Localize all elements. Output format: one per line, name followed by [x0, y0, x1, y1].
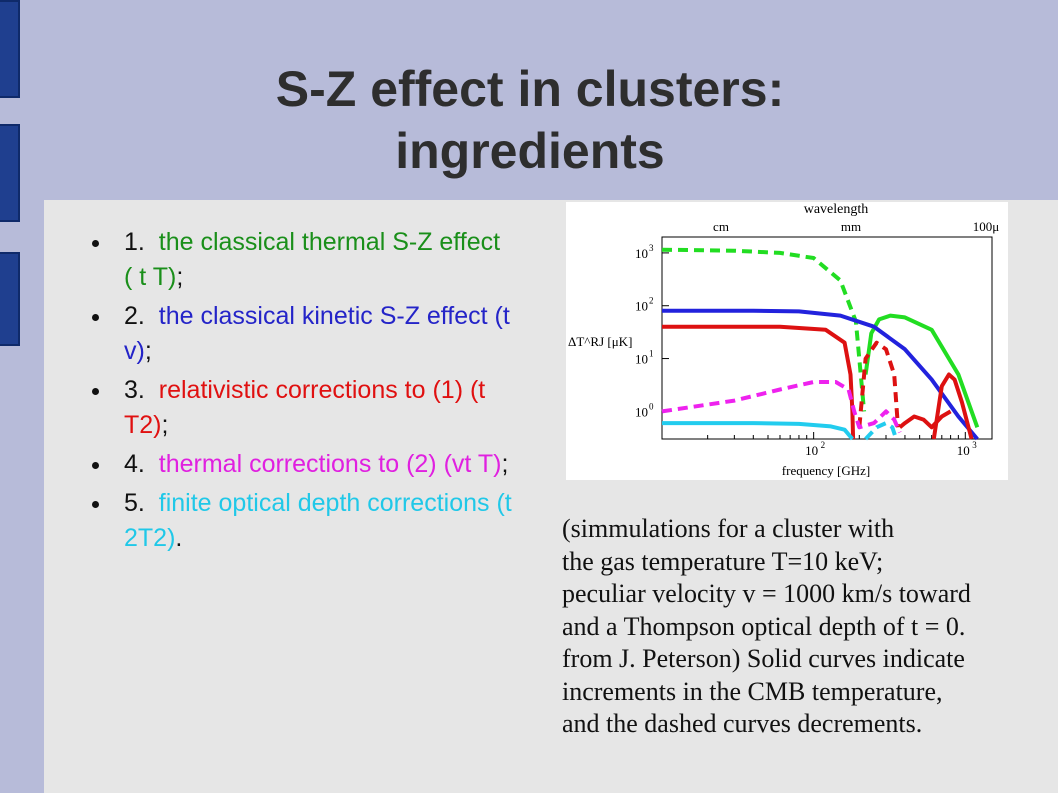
top-tick-label: cm	[713, 219, 729, 234]
caption-line: increments in the CMB temperature,	[562, 676, 943, 706]
caption-line: from J. Peterson) Solid curves indicate	[562, 644, 965, 673]
item-tail: ;	[161, 411, 169, 439]
plot-frame	[661, 236, 993, 440]
series-line-optical-b	[864, 421, 899, 441]
series-line-relativistic-c	[898, 409, 952, 430]
series-line-optical-a	[662, 421, 854, 441]
caption-line: and the dashed curves decrements.	[562, 709, 923, 738]
series-line-kinetic	[662, 308, 979, 441]
top-tick-label: mm	[841, 219, 861, 234]
caption-line: peculiar velocity v = 1000 km/s toward	[562, 579, 971, 608]
y-axis-label: ΔT^RJ [μK]	[568, 334, 632, 349]
series-line-relativistic-b	[857, 340, 900, 428]
item-text: the classical kinetic S-Z effect (t v)	[124, 302, 510, 365]
bullet-icon	[92, 388, 99, 395]
chart-svg: wavelength cm mm 100μ ΔT^RJ [μK] frequen…	[568, 202, 1000, 478]
item-tail: .	[175, 524, 183, 552]
series-line-relativistic-d	[931, 372, 974, 440]
bullet-icon	[92, 314, 99, 321]
item-text: the classical thermal S-Z effect ( t T)	[124, 228, 501, 291]
list-item: 4. thermal corrections to (2) (vt T);	[44, 447, 514, 482]
y-tick-exponent: 2	[649, 296, 654, 306]
y-tick-exponent: 1	[649, 349, 654, 359]
caption-line: and a Thompson optical depth of t = 0.	[562, 611, 966, 641]
x-axis-label: frequency [GHz]	[782, 463, 870, 478]
item-text: thermal corrections to (2) (vt T)	[158, 450, 502, 478]
bullet-list: 1. the classical thermal S-Z effect ( t …	[44, 225, 514, 560]
top-axis-label: wavelength	[804, 202, 869, 217]
slide-title: S-Z effect in clusters: ingredients	[130, 58, 930, 182]
x-tick-label: 10	[957, 443, 970, 458]
y-tick-label: 10	[635, 404, 648, 419]
y-tick-exponent: 3	[649, 243, 654, 253]
axis-ticks: 10 010 110 210 310 2 10 3	[635, 243, 977, 458]
y-tick-exponent: 0	[649, 401, 654, 411]
series-line-thermal-dec	[661, 247, 867, 412]
top-tick-label: 100μ	[973, 219, 1000, 234]
y-tick-label: 10	[635, 246, 648, 261]
series-group	[661, 247, 980, 441]
item-number: 5.	[124, 489, 145, 517]
item-number: 4.	[124, 450, 145, 478]
sz-spectrum-chart: wavelength cm mm 100μ ΔT^RJ [μK] frequen…	[566, 202, 1008, 480]
item-number: 3.	[124, 376, 145, 404]
bullet-icon	[92, 462, 99, 469]
item-number: 2.	[124, 302, 145, 330]
list-item: 3. relativistic corrections to (1) (t T2…	[44, 373, 514, 443]
item-tail: ;	[144, 337, 152, 365]
x-tick-exponent: 3	[972, 440, 977, 450]
item-tail: ;	[176, 263, 184, 291]
item-text: finite optical depth corrections (t 2T2)	[124, 489, 512, 552]
series-line-thermal-inc	[863, 313, 980, 428]
side-tab	[0, 124, 20, 222]
item-tail: ;	[501, 450, 509, 478]
figure-caption: (simmulations for a cluster with the gas…	[562, 513, 1058, 741]
series-line-thermal-kin	[661, 380, 902, 434]
list-item: 2. the classical kinetic S-Z effect (t v…	[44, 299, 514, 369]
side-tab	[0, 252, 20, 346]
bullet-icon	[92, 501, 99, 508]
list-item: 1. the classical thermal S-Z effect ( t …	[44, 225, 514, 295]
caption-line: (simmulations for a cluster with	[562, 514, 895, 543]
slide-title-line-1: S-Z effect in clusters:	[275, 61, 785, 117]
x-tick-label: 10	[805, 443, 818, 458]
y-tick-label: 10	[635, 352, 648, 367]
x-tick-exponent: 2	[821, 440, 826, 450]
item-number: 1.	[124, 228, 145, 256]
y-tick-label: 10	[635, 299, 648, 314]
slide-title-line-2: ingredients	[395, 123, 665, 179]
item-text: relativistic corrections to (1) (t T2)	[124, 376, 486, 439]
list-item: 5. finite optical depth corrections (t 2…	[44, 486, 514, 556]
side-tab	[0, 0, 20, 98]
bullet-icon	[92, 240, 99, 247]
caption-line: the gas temperature T=10 keV;	[562, 546, 884, 576]
